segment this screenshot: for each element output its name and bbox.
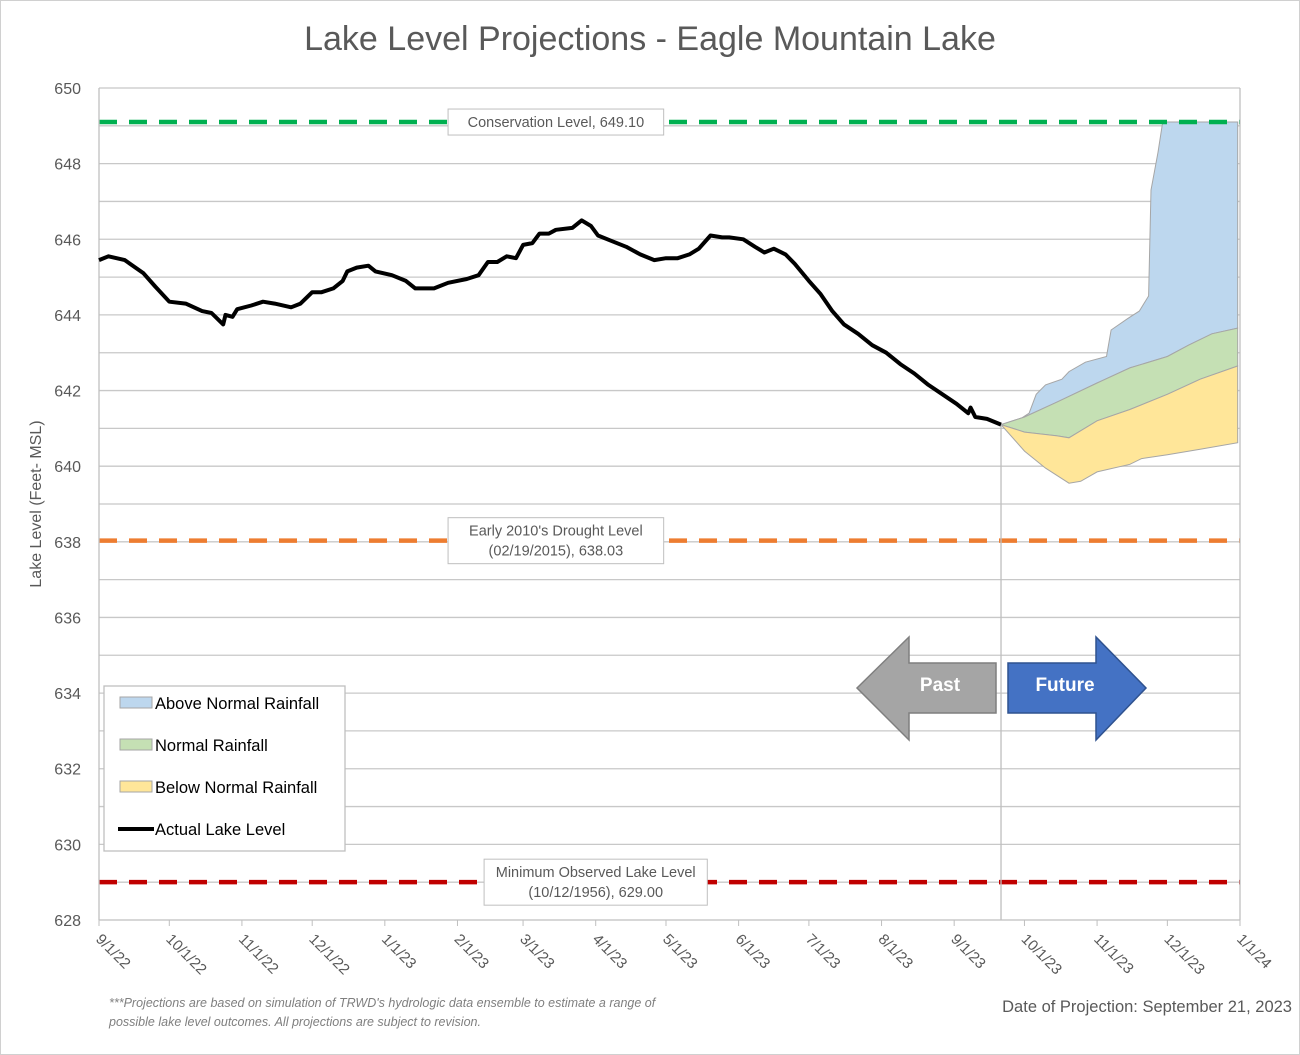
- x-tick-label: 1/1/24: [1233, 931, 1275, 973]
- y-tick-label: 632: [54, 762, 81, 779]
- past-arrow-label: Past: [920, 675, 961, 696]
- x-tick-label: 12/1/23: [1161, 931, 1208, 978]
- x-tick-label: 11/1/23: [1090, 931, 1137, 978]
- x-tick-label: 10/1/23: [1018, 931, 1065, 978]
- y-tick-label: 640: [54, 459, 81, 476]
- reference-label: (02/19/2015), 638.03: [489, 544, 624, 560]
- reference-label: Conservation Level, 649.10: [468, 115, 645, 131]
- y-tick-label: 642: [54, 384, 81, 401]
- x-tick-label: 9/1/22: [92, 931, 134, 973]
- gridlines: [99, 87, 1240, 883]
- reference-label-box: [447, 517, 665, 565]
- y-tick-label: 628: [54, 913, 81, 930]
- x-tick-label: 6/1/23: [732, 931, 774, 973]
- chart-title: Lake Level Projections - Eagle Mountain …: [304, 20, 996, 58]
- x-tick-label: 1/1/23: [378, 931, 420, 973]
- x-tick-label: 4/1/23: [589, 931, 631, 973]
- y-axis-label: Lake Level (Feet- MSL): [28, 420, 45, 587]
- y-tick-label: 638: [54, 535, 81, 552]
- x-tick-label: 5/1/23: [659, 931, 701, 973]
- reference-label: Minimum Observed Lake Level: [496, 865, 696, 881]
- y-tick-label: 648: [54, 157, 81, 174]
- legend-swatch: [119, 738, 153, 751]
- x-tick-label: 12/1/22: [305, 931, 352, 978]
- legend-label: Normal Rainfall: [155, 737, 268, 755]
- future-arrow-label: Future: [1035, 675, 1094, 696]
- y-tick-label: 634: [54, 686, 81, 703]
- legend-label: Above Normal Rainfall: [155, 695, 319, 713]
- legend-swatch: [119, 696, 153, 709]
- y-tick-label: 636: [54, 610, 81, 627]
- legend-swatch: [119, 780, 153, 793]
- x-tick-label: 10/1/22: [162, 931, 209, 978]
- legend: Above Normal Rainfall Normal Rainfall Belo…: [103, 685, 346, 852]
- footnote: ***Projections are based on simulation o…: [109, 996, 656, 1029]
- reference-lines: Conservation Level, 649.10 Early 2010's D…: [99, 108, 1240, 906]
- x-tick-label: 11/1/22: [235, 931, 282, 978]
- y-tick-label: 646: [54, 232, 81, 249]
- x-tick-label: 7/1/23: [802, 931, 844, 973]
- band-below-normal-rainfall: [999, 365, 1239, 484]
- past-arrow: [855, 635, 997, 742]
- x-tick-label: 3/1/23: [516, 931, 558, 973]
- legend-label: Actual Lake Level: [155, 821, 285, 839]
- y-tick-label: 644: [54, 308, 81, 325]
- x-tick-label: 8/1/23: [875, 931, 917, 973]
- legend-label: Below Normal Rainfall: [155, 779, 317, 797]
- future-arrow: [1007, 635, 1148, 742]
- past-future-arrows: Past Future: [855, 635, 1148, 742]
- y-tick-label: 650: [54, 81, 81, 98]
- reference-label-box: [483, 858, 708, 906]
- reference-label-box: [447, 108, 665, 136]
- reference-label: (10/12/1956), 629.00: [528, 885, 663, 901]
- actual-lake-level-line: [98, 218, 1002, 427]
- reference-label: Early 2010's Drought Level: [469, 524, 643, 540]
- x-tick-label: 9/1/23: [947, 931, 989, 973]
- y-tick-label: 630: [54, 837, 81, 854]
- legend-box: [103, 685, 346, 852]
- projection-date: Date of Projection: September 21, 2023: [1002, 998, 1292, 1016]
- actual-series: [98, 218, 1002, 427]
- x-tick-label: 2/1/23: [451, 931, 493, 973]
- projection-bands: [999, 121, 1239, 484]
